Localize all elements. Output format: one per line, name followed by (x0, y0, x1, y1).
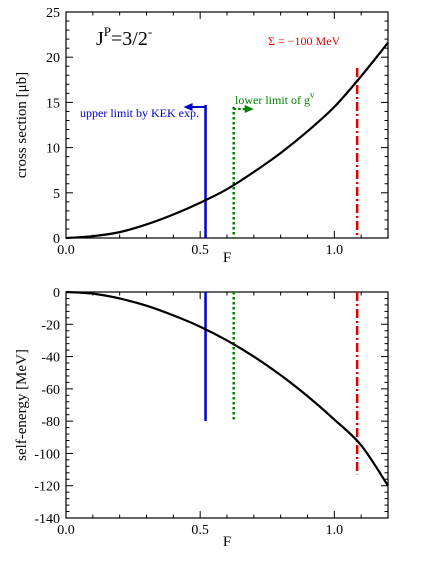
top-panel-title: JP=3/2- (96, 24, 152, 50)
y-tick-label: 20 (46, 51, 60, 66)
y-tick-label: -20 (41, 318, 60, 333)
y-tick-label: 0 (53, 286, 60, 301)
gv-limit-label: lower limit of gv (235, 90, 315, 107)
y-tick-label: -80 (41, 415, 60, 430)
kek-limit-label: upper limit by KEK exp. (80, 106, 199, 120)
bottom-x-axis-title: F (223, 534, 231, 550)
top-plot-marks (65, 42, 389, 240)
y-tick-label: 15 (46, 96, 60, 111)
y-tick-label: -100 (34, 447, 60, 462)
top-axis-ticks: 0 5 10 15 20 25 0.0 0.5 1.0 (46, 6, 389, 258)
x-tick-label: 0.0 (57, 523, 75, 538)
top-y-axis-title: cross section [μb] (14, 72, 30, 178)
x-tick-label: 1.0 (326, 243, 344, 258)
y-tick-label: 10 (46, 142, 60, 157)
y-tick-label: 5 (53, 187, 60, 202)
sigma-label: Σ = −100 MeV (268, 34, 341, 48)
x-tick-label: 0.0 (57, 243, 75, 258)
y-tick-label: -60 (41, 383, 60, 398)
bottom-plot-frame (65, 291, 389, 519)
y-tick-label: 0 (53, 232, 60, 247)
y-tick-label: -40 (41, 351, 60, 366)
cross-section-panel: 0 5 10 15 20 25 0.0 0.5 1.0 JP=3/2- upper limit … (14, 6, 389, 266)
y-tick-label: -140 (34, 512, 60, 527)
y-tick-label: -120 (34, 480, 60, 495)
gv-arrow-head (244, 105, 254, 113)
x-tick-label: 0.5 (191, 523, 209, 538)
bottom-plot-marks (65, 290, 389, 487)
bottom-y-axis-title: self-energy [MeV] (14, 349, 30, 461)
y-tick-label: 25 (46, 6, 60, 21)
series-curve (65, 290, 389, 487)
top-x-axis-title: F (223, 250, 231, 266)
x-tick-label: 0.5 (191, 243, 209, 258)
x-tick-label: 1.0 (326, 523, 344, 538)
series-curve (65, 42, 389, 240)
kek-arrow-head (183, 103, 193, 111)
